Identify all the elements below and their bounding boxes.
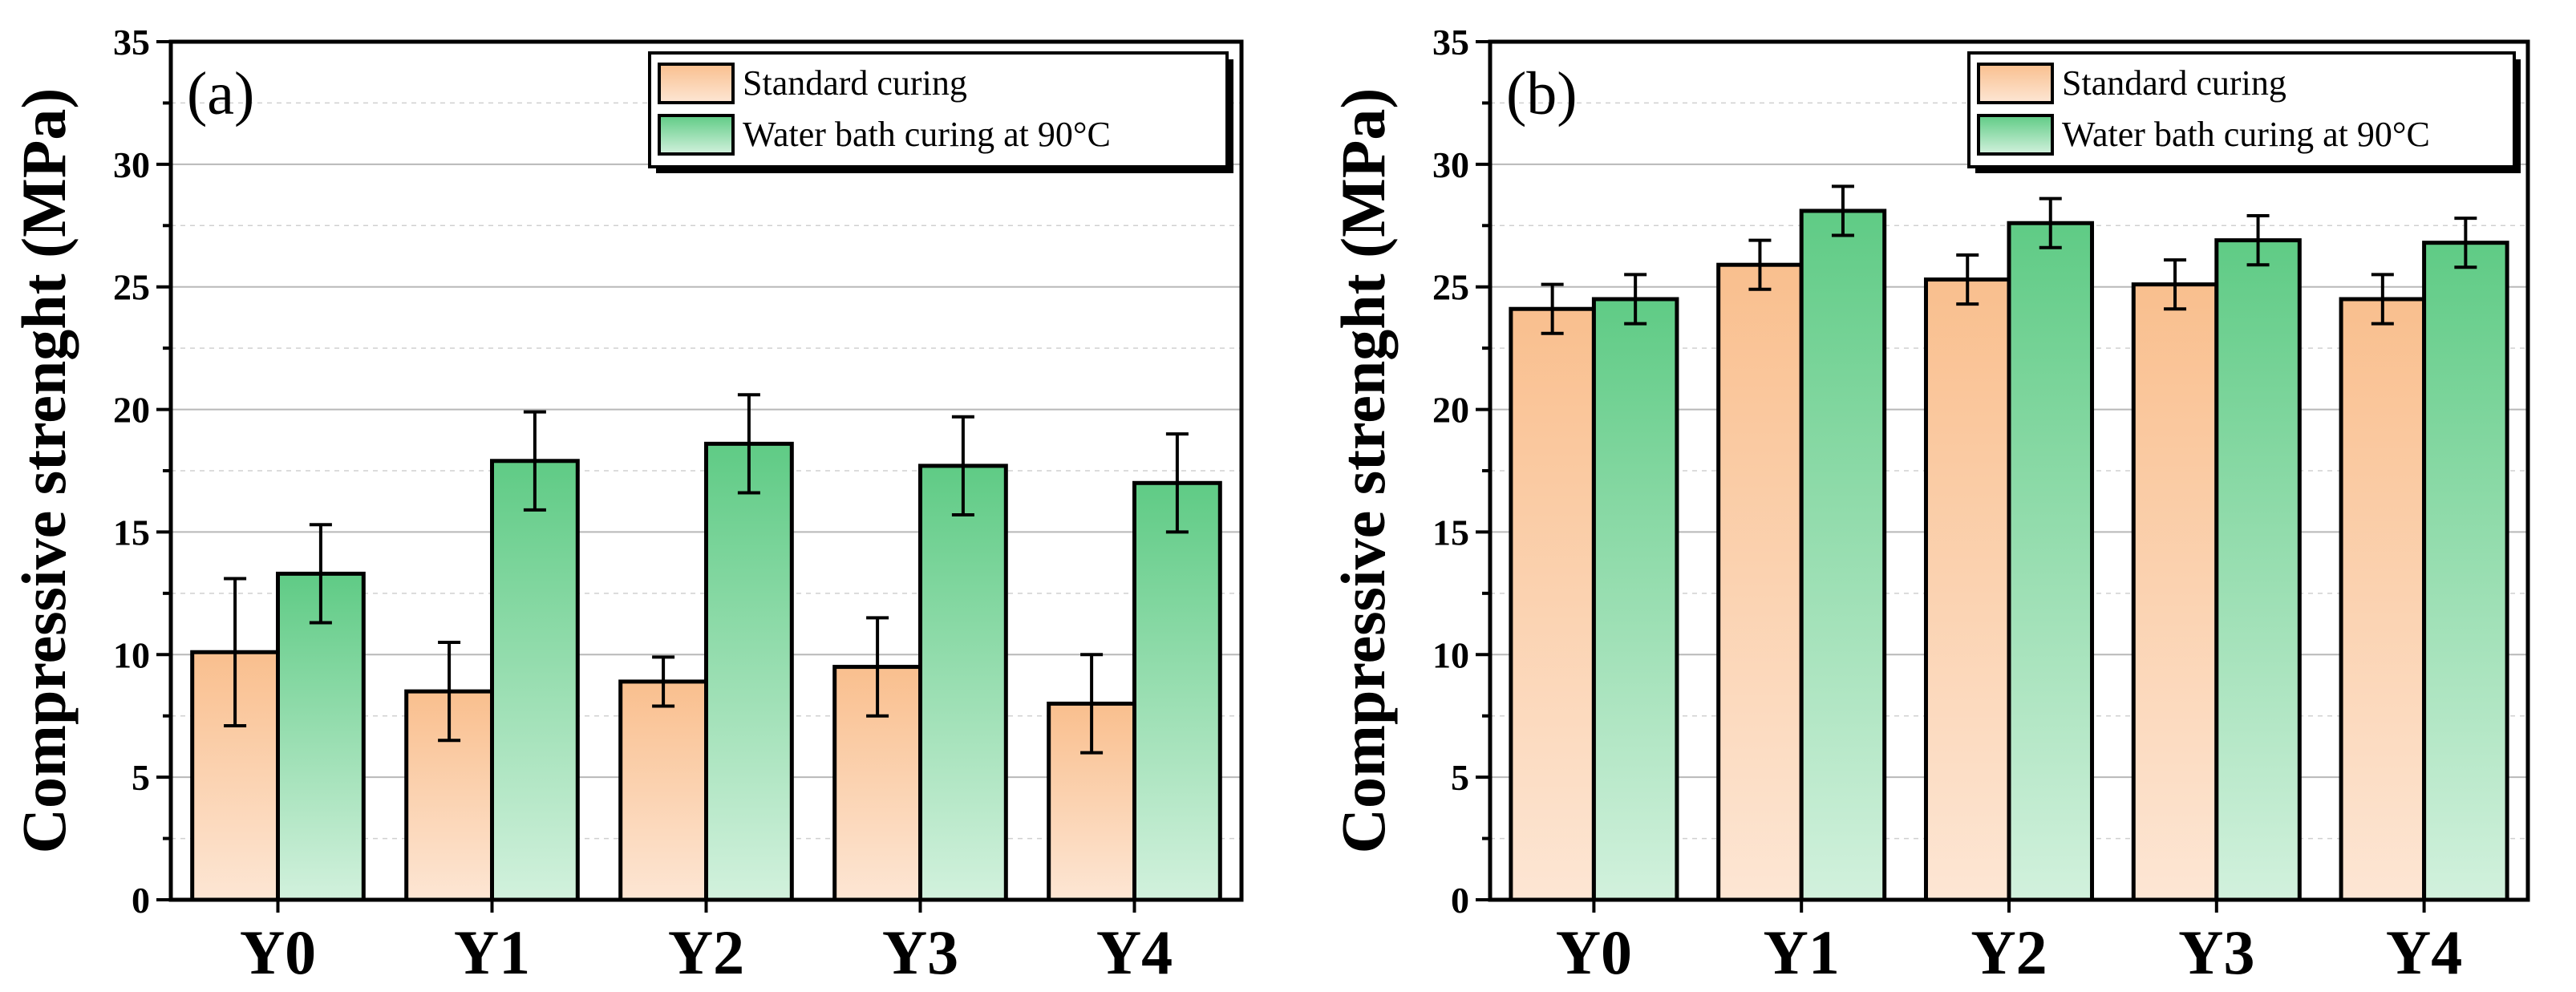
- error-bar-y4-series-1: [1080, 653, 1104, 755]
- x-tick-label: Y2: [668, 917, 744, 987]
- legend-box: [1967, 51, 2516, 168]
- error-bar-y4-series-2: [1165, 432, 1189, 534]
- error-bar-y3-series-1: [866, 616, 889, 718]
- legend: Standard curing Water bath curing at 90°C: [648, 51, 1233, 173]
- y-tick-label: 10: [1432, 634, 1469, 675]
- y-axis-title: Compressive strenght (MPa): [9, 88, 79, 854]
- bar-y2-series-2: [704, 441, 794, 902]
- error-bar-y0-series-1: [224, 577, 247, 727]
- legend-label-series-1: Standard curing: [2062, 63, 2286, 103]
- y-tick-label: 15: [113, 512, 150, 553]
- y-tick-label: 10: [113, 634, 150, 675]
- y-tick-label: 30: [1432, 144, 1469, 185]
- x-tick-label: Y4: [2386, 917, 2462, 987]
- error-bar-y4-series-1: [2371, 273, 2394, 326]
- legend-label-series-1: Standard curing: [743, 63, 967, 103]
- legend: Standard curing Water bath curing at 90°C: [1967, 51, 2521, 173]
- bar-y1-series-1: [1716, 262, 1804, 902]
- legend-swatch-series-1: [1977, 63, 2054, 104]
- bar-y2-series-2: [2007, 221, 2095, 902]
- y-tick-label: 5: [1451, 757, 1469, 798]
- bar-y2-series-1: [1923, 277, 2011, 902]
- bar-y0-series-1: [1509, 306, 1596, 902]
- y-tick-label: 5: [132, 757, 150, 798]
- x-tick-label: Y4: [1096, 917, 1173, 987]
- y-tick-label: 25: [1432, 267, 1469, 308]
- y-tick-label: 25: [113, 267, 150, 308]
- y-tick-label: 30: [113, 144, 150, 185]
- x-tick-label: Y3: [882, 917, 958, 987]
- error-bar-y0-series-1: [1541, 282, 1564, 335]
- y-tick-label: 20: [113, 390, 150, 431]
- chart-panel-a: Y0 Y1 Y2 Y3 Y4 0 5 10 15 20 25 30 35 Compressive stre…: [9, 22, 1244, 987]
- error-bar-y0-series-2: [309, 523, 332, 625]
- panel-label: (a): [187, 60, 254, 128]
- y-tick-label: 20: [1432, 390, 1469, 431]
- y-tick-label: 15: [1432, 512, 1469, 553]
- chart-panel-b: Y0 Y1 Y2 Y3 Y4 0 5 10 15 20 25 30 35 Compressive stre…: [1328, 22, 2530, 987]
- bar-y2-series-1: [618, 679, 709, 902]
- bar-y1-series-2: [1799, 209, 1887, 902]
- error-bar-y2-series-1: [1956, 253, 1979, 306]
- error-bar-y0-series-2: [1624, 273, 1647, 326]
- bar-y4-series-2: [2422, 241, 2509, 902]
- y-axis-title: Compressive strenght (MPa): [1328, 88, 1398, 854]
- panel-label: (b): [1506, 60, 1578, 128]
- bar-y4-series-1: [2339, 297, 2427, 902]
- error-bar-y1-series-2: [523, 410, 546, 512]
- error-bar-y2-series-2: [737, 393, 760, 495]
- x-tick-label: Y0: [240, 917, 316, 987]
- x-tick-label: Y3: [2178, 917, 2254, 987]
- legend-swatch-series-2: [658, 114, 735, 156]
- x-tick-label: Y0: [1556, 917, 1632, 987]
- error-bar-y4-series-2: [2454, 217, 2477, 269]
- x-tick-label: Y1: [1764, 917, 1840, 987]
- y-tick-label: 0: [132, 880, 150, 921]
- error-bar-y3-series-2: [2246, 214, 2270, 267]
- x-tick-label: Y2: [1970, 917, 2047, 987]
- error-bar-y1-series-1: [1748, 238, 1772, 291]
- bar-y0-series-2: [1591, 297, 1679, 902]
- bar-y3-series-2: [918, 464, 1008, 902]
- y-tick-label: 0: [1451, 880, 1469, 921]
- x-tick-label: Y1: [454, 917, 530, 987]
- error-bar-y2-series-2: [2039, 196, 2062, 249]
- error-bar-y1-series-2: [1831, 184, 1854, 237]
- y-tick-label: 35: [1432, 22, 1469, 63]
- legend-label-series-2: Water bath curing at 90°C: [2062, 115, 2430, 154]
- bar-y3-series-1: [2131, 282, 2219, 902]
- error-bar-y3-series-1: [2164, 258, 2187, 311]
- bar-y1-series-2: [490, 459, 580, 902]
- error-bar-y1-series-1: [438, 641, 461, 743]
- legend-box: [648, 51, 1229, 168]
- legend-swatch-series-1: [658, 63, 735, 104]
- y-tick-label: 35: [113, 22, 150, 63]
- bar-y4-series-2: [1132, 480, 1222, 902]
- error-bar-y2-series-1: [652, 655, 675, 708]
- legend-label-series-2: Water bath curing at 90°C: [743, 115, 1111, 154]
- legend-swatch-series-2: [1977, 114, 2054, 156]
- bar-y3-series-2: [2214, 238, 2302, 902]
- error-bar-y3-series-2: [951, 415, 974, 517]
